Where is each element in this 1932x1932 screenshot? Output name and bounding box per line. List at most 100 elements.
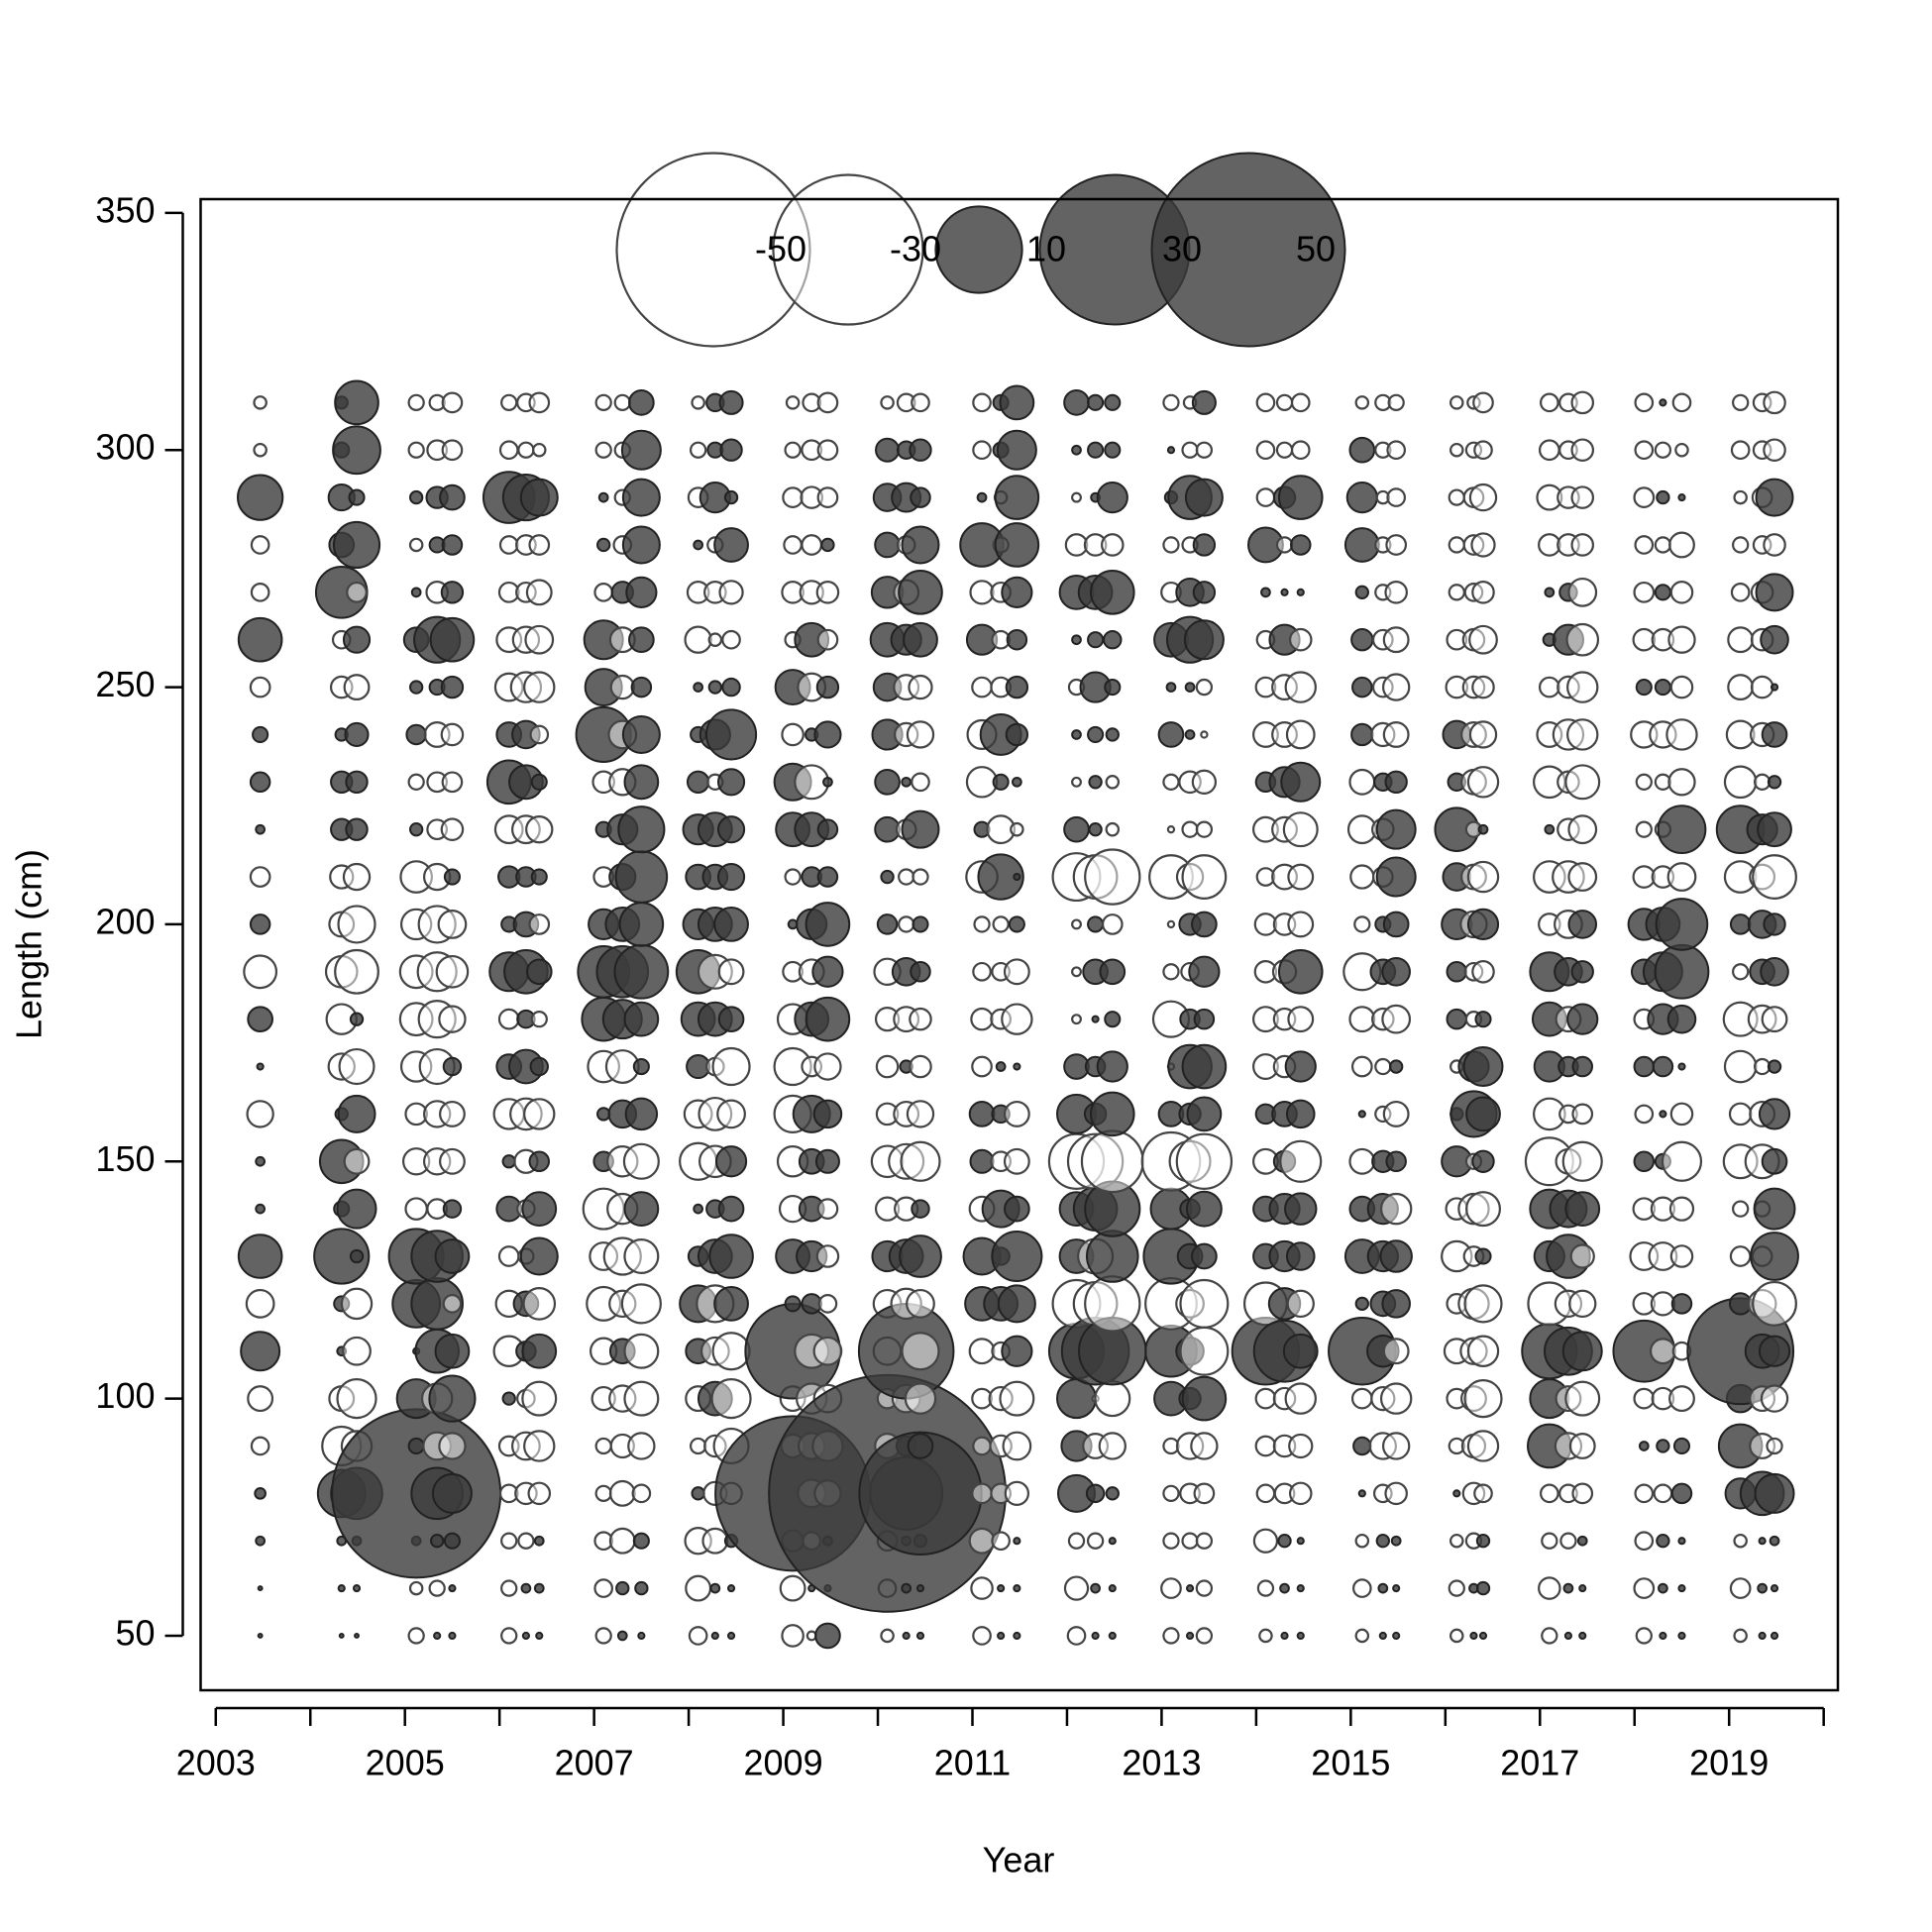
bubble — [1013, 1583, 1021, 1593]
bubble — [726, 1631, 736, 1641]
bubble — [404, 1197, 428, 1221]
bubble — [498, 535, 519, 555]
bubble — [429, 1534, 445, 1549]
bubble — [1657, 805, 1707, 855]
bubble — [1752, 1280, 1797, 1327]
bubble — [717, 1006, 745, 1032]
bubble — [1286, 1289, 1315, 1319]
bubble — [1669, 675, 1694, 699]
bubble — [691, 1486, 705, 1501]
bubble — [249, 676, 271, 698]
bubble — [901, 809, 940, 849]
bubble — [1478, 1631, 1488, 1641]
bubble — [1669, 1244, 1694, 1268]
bubble — [429, 616, 476, 663]
bubble — [431, 1472, 473, 1514]
y-tick-label: 350 — [95, 189, 155, 230]
bubble — [1466, 1430, 1500, 1462]
bubble — [1758, 1335, 1791, 1367]
bubble — [250, 535, 270, 555]
bubble — [528, 1150, 551, 1173]
bubble — [1633, 1150, 1656, 1173]
bubble — [1166, 919, 1176, 929]
bubble — [594, 441, 612, 459]
bubble — [1104, 1011, 1122, 1028]
bubble — [1578, 1631, 1587, 1641]
bubble — [342, 625, 372, 654]
bubble — [249, 866, 271, 888]
bubble — [991, 1230, 1043, 1283]
bubble — [999, 384, 1035, 421]
plot-frame — [199, 197, 1840, 1692]
bubble — [433, 1631, 442, 1641]
bubble — [721, 629, 741, 650]
bubble — [1469, 1631, 1478, 1641]
bubble — [816, 439, 839, 462]
bubble — [716, 768, 746, 797]
bubble — [995, 1061, 1007, 1072]
bubble — [1184, 729, 1196, 740]
bubble — [1296, 588, 1305, 596]
bubble — [1669, 1102, 1694, 1127]
bubble — [1005, 722, 1029, 747]
bubble — [1448, 584, 1465, 601]
bubble — [523, 1098, 556, 1130]
bubble — [911, 392, 930, 413]
bubble — [1179, 1278, 1230, 1329]
bubble — [1357, 1489, 1366, 1498]
bubble — [440, 817, 465, 841]
bubble — [994, 522, 1040, 568]
bubble — [1468, 624, 1498, 655]
bubble — [910, 486, 931, 508]
bubble — [971, 1055, 993, 1078]
bubble — [519, 1236, 559, 1276]
bubble — [1656, 1534, 1670, 1549]
bubble — [1104, 679, 1122, 697]
bubble — [1345, 481, 1378, 514]
bubble — [1634, 392, 1655, 413]
bubble — [1104, 393, 1122, 411]
bubble — [880, 869, 895, 885]
bubble — [338, 1633, 345, 1639]
bubble — [623, 1380, 660, 1417]
bubble — [997, 1583, 1006, 1593]
bubble — [1381, 1004, 1412, 1034]
bubble — [1674, 442, 1689, 458]
bubble — [1770, 683, 1779, 692]
bubble — [1468, 720, 1498, 749]
bubble — [1003, 958, 1030, 986]
bubble — [1471, 675, 1495, 699]
x-tick-label: 2015 — [1311, 1743, 1390, 1783]
bubble — [1012, 776, 1022, 788]
bubble — [1382, 721, 1410, 748]
bubble — [1544, 823, 1556, 835]
bubble — [1669, 581, 1694, 604]
bubble — [815, 581, 840, 604]
bubble — [535, 1631, 544, 1641]
bubble — [709, 1582, 721, 1594]
bubble — [1576, 1535, 1588, 1547]
bubble — [1732, 393, 1750, 412]
bubble — [615, 1580, 630, 1596]
bubble — [498, 440, 519, 461]
bubble — [908, 674, 933, 700]
bubble — [594, 1437, 612, 1455]
bubble — [816, 628, 839, 651]
bubble — [710, 1631, 719, 1641]
bubble — [1195, 1627, 1214, 1645]
bubble — [1162, 963, 1180, 981]
bubble — [1160, 1577, 1182, 1599]
bubble — [1446, 1008, 1468, 1030]
bubble — [1770, 1583, 1779, 1593]
bubble — [1066, 1626, 1087, 1646]
bubble — [442, 1294, 463, 1314]
bubble — [1566, 671, 1599, 703]
bubble — [1166, 824, 1176, 834]
bubble — [898, 868, 915, 886]
bubble — [345, 817, 369, 841]
bubble — [1288, 1433, 1314, 1459]
bubble — [1390, 1535, 1402, 1547]
bubble — [1288, 1481, 1313, 1506]
bubble — [901, 525, 940, 565]
bubble — [968, 1527, 996, 1555]
